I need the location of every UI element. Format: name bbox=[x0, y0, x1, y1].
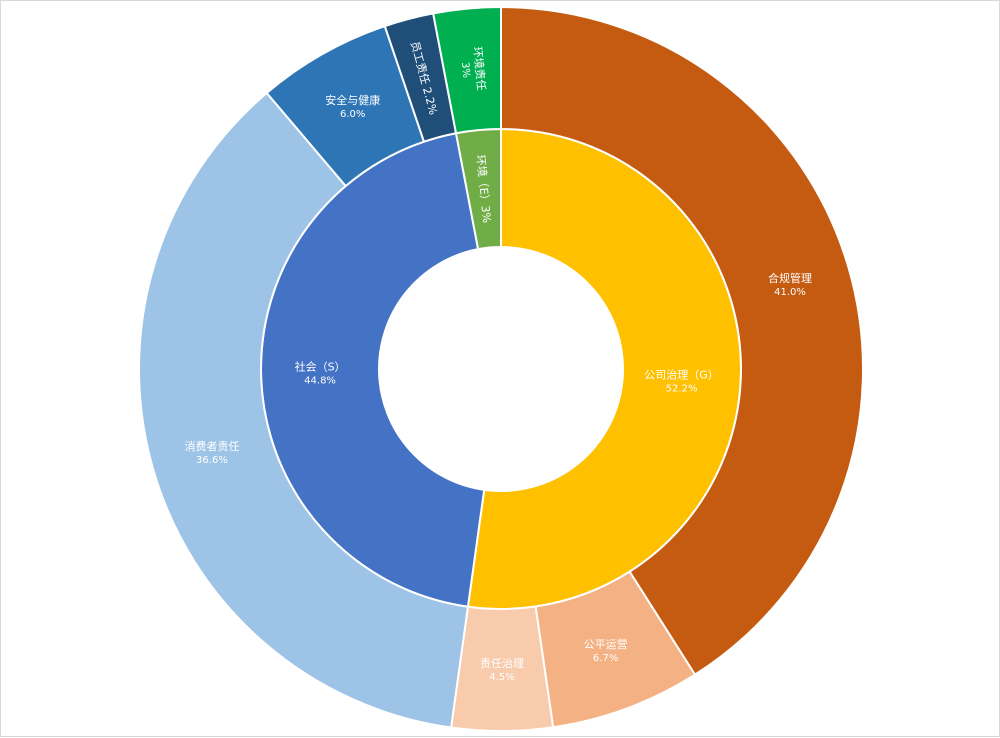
outer-label-3: 消费者责任 36.6% bbox=[184, 439, 239, 466]
outer-ring bbox=[138, 5, 864, 732]
outer-label-1: 公平运营 6.7% bbox=[584, 637, 628, 664]
outer-label-6: 环境责任3% bbox=[458, 46, 489, 92]
outer-segment-6 bbox=[431, 5, 502, 135]
outer-label-0: 合规管理 41.0% bbox=[768, 271, 812, 298]
inner-label-2: 环境（E）3% bbox=[474, 154, 494, 223]
outer-segment-3 bbox=[138, 91, 470, 729]
inner-label-0: 公司治理（G） 52.2% bbox=[644, 367, 719, 394]
inner-label-1: 社会（S） 44.8% bbox=[295, 360, 346, 387]
outer-segment-0 bbox=[500, 5, 864, 677]
inner-ring bbox=[259, 127, 742, 610]
outer-label-2: 责任治理 4.5% bbox=[480, 656, 524, 683]
outer-label-4: 安全与健康 6.0% bbox=[325, 93, 380, 120]
